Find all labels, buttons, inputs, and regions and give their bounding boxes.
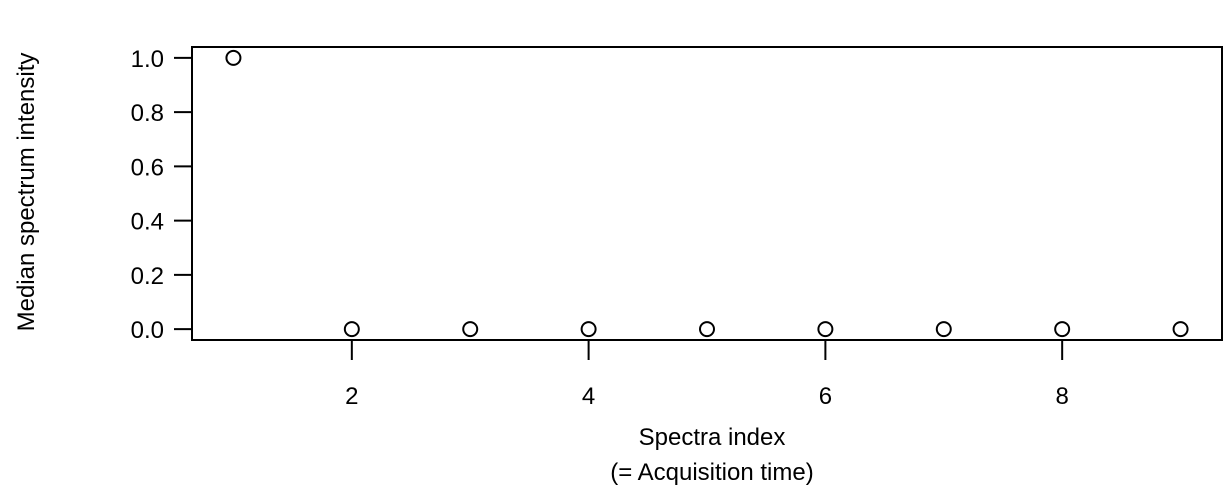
data-point bbox=[580, 321, 597, 338]
plot-frame bbox=[191, 46, 1223, 341]
data-point bbox=[343, 321, 360, 338]
y-axis-label: Median spectrum intensity bbox=[13, 53, 40, 332]
data-point bbox=[699, 321, 715, 338]
x-axis-label: Spectra index bbox=[639, 424, 786, 451]
data-points bbox=[225, 49, 1189, 338]
x-tick-label: 2 bbox=[345, 383, 358, 410]
data-point bbox=[817, 321, 834, 338]
x-tick-label: 8 bbox=[1055, 383, 1068, 410]
data-point bbox=[1172, 321, 1189, 338]
x-axis-label-subtitle: (= Acquisition time) bbox=[610, 459, 813, 486]
y-axis: 0.0 0.2 0.4 0.6 0.8 1.0 bbox=[131, 46, 192, 344]
data-point bbox=[935, 321, 952, 338]
data-point bbox=[225, 49, 242, 66]
y-tick-label: 0.2 bbox=[131, 263, 164, 290]
data-point bbox=[1054, 321, 1071, 338]
x-tick-label: 4 bbox=[582, 383, 595, 410]
x-axis: 2 4 6 8 bbox=[345, 340, 1069, 410]
data-point bbox=[462, 321, 479, 338]
y-tick-label: 0.6 bbox=[131, 154, 164, 181]
y-tick-label: 0.0 bbox=[131, 317, 164, 344]
y-tick-label: 0.8 bbox=[131, 100, 164, 127]
y-tick-label: 0.4 bbox=[131, 209, 164, 236]
x-tick-label: 6 bbox=[819, 383, 832, 410]
y-tick-label: 1.0 bbox=[131, 46, 164, 73]
